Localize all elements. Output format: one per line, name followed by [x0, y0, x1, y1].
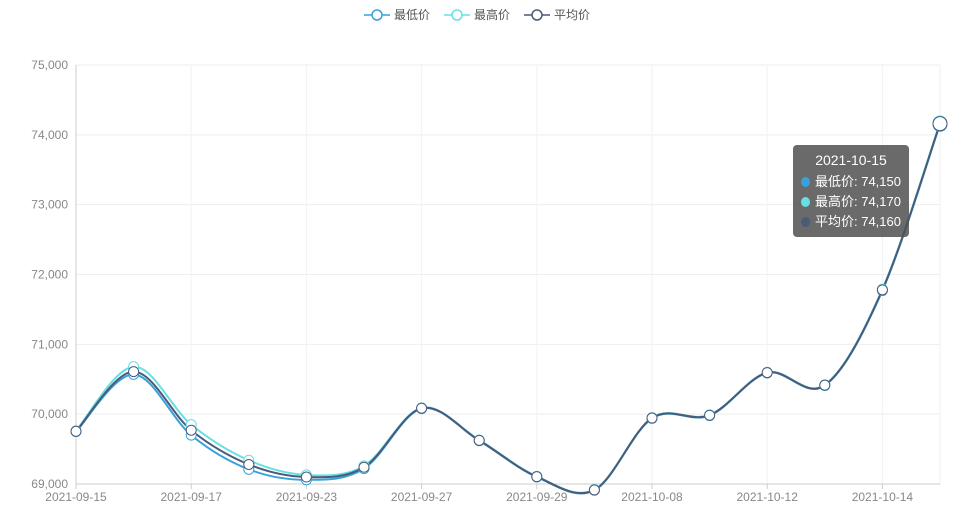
tooltip: 2021-10-15 最低价: 74,150 最高价: 74,170 平均价: … [793, 145, 909, 237]
data-point-avg [70, 425, 82, 437]
tooltip-avg-dot-icon [801, 217, 810, 227]
data-point-avg [932, 116, 948, 132]
x-tick-label: 2021-09-27 [391, 490, 453, 504]
legend: 最低价 最高价 平均价 [0, 6, 954, 23]
legend-avg-icon [524, 8, 550, 21]
y-tick-label: 71,000 [31, 337, 68, 351]
x-tick-label: 2021-09-15 [45, 490, 107, 504]
legend-item-low[interactable]: 最低价 [363, 6, 430, 23]
data-point-avg [704, 409, 716, 421]
tooltip-title: 2021-10-15 [815, 152, 887, 168]
legend-label-high: 最高价 [473, 8, 510, 22]
x-tick-label: 2021-10-12 [737, 490, 799, 504]
y-tick-label: 72,000 [31, 268, 68, 282]
data-point-avg [416, 402, 428, 414]
data-point-avg [300, 471, 312, 483]
x-tick-label: 2021-09-23 [276, 490, 338, 504]
x-tick-label: 2021-09-29 [506, 490, 568, 504]
tooltip-low-dot-icon [801, 177, 810, 187]
legend-item-avg[interactable]: 平均价 [524, 6, 590, 23]
data-point-avg [243, 458, 255, 470]
data-point-avg [646, 412, 658, 424]
data-point-avg [128, 366, 140, 378]
data-point-avg [473, 434, 485, 446]
data-point-avg [588, 484, 600, 496]
legend-low-icon [363, 8, 390, 21]
y-tick-label: 70,000 [31, 407, 68, 421]
y-tick-label: 69,000 [31, 477, 68, 491]
data-point-avg [876, 284, 888, 296]
data-point-avg [358, 461, 370, 473]
tooltip-row-avg: 平均价: 74,160 [801, 212, 901, 232]
tooltip-row-low: 最低价: 74,150 [801, 172, 901, 192]
x-tick-label: 2021-10-08 [621, 490, 683, 504]
legend-item-high[interactable]: 最高价 [443, 6, 510, 23]
tooltip-low-text: 最低价: 74,150 [815, 174, 901, 189]
y-tick-label: 74,000 [31, 128, 68, 142]
tooltip-row-high: 最高价: 74,170 [801, 192, 901, 212]
y-tick-label: 73,000 [31, 198, 68, 212]
data-point-avg [761, 367, 773, 379]
y-tick-label: 75,000 [31, 58, 68, 72]
tooltip-high-text: 最高价: 74,170 [815, 194, 901, 209]
legend-label-avg: 平均价 [554, 8, 591, 22]
x-tick-label: 2021-10-14 [852, 490, 914, 504]
legend-label-low: 最低价 [393, 8, 430, 22]
legend-high-icon [443, 8, 470, 21]
data-point-avg [819, 379, 831, 391]
data-point-avg [185, 424, 197, 436]
tooltip-high-dot-icon [801, 197, 810, 207]
data-point-avg [531, 471, 543, 483]
tooltip-avg-text: 平均价: 74,160 [815, 214, 901, 229]
x-tick-label: 2021-09-17 [161, 490, 223, 504]
